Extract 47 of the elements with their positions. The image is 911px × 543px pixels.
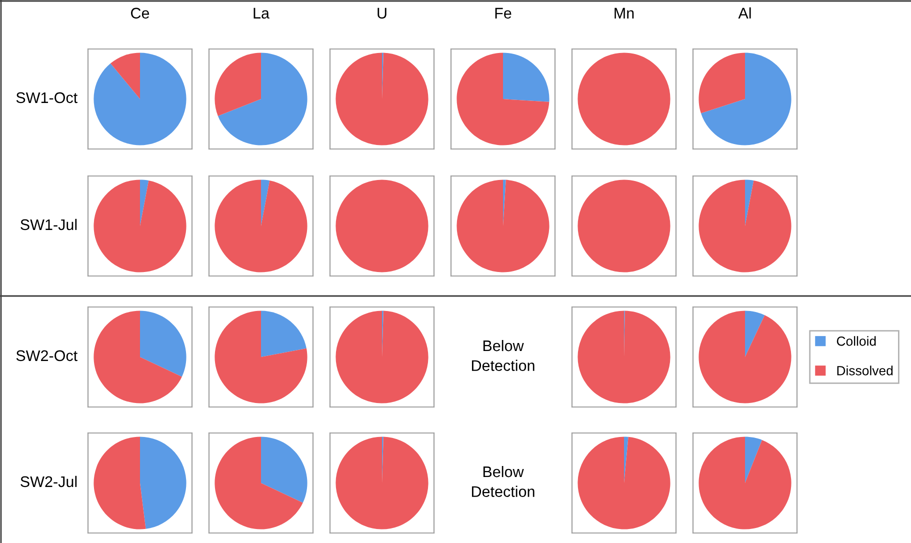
pie-slice [214,310,308,404]
text: SW2-Oct [16,350,78,362]
chart-title: La [254,8,270,19]
text: Below Detection [472,340,534,371]
pie-slice [140,180,149,226]
pie-slice [578,310,670,404]
pie-slice [214,180,308,272]
pie-slice [261,180,270,226]
pie-slice [140,436,186,529]
pie-slice [140,310,186,377]
pie-slice [336,310,428,404]
chart-title: Fe [495,8,512,19]
pie-slice [698,310,792,404]
legend-label: Dissolved [837,366,893,376]
pie-slice [218,52,308,146]
pie-slice [336,436,428,530]
pie-slice [456,180,550,272]
pie-slice [94,52,186,146]
text: SW1-Oct [16,92,78,104]
pie-slice [698,436,792,530]
pie-slice [503,52,550,102]
chart-title: U [378,8,386,19]
pie-slice [624,436,628,483]
pie-slice [94,180,186,272]
pie-slice [698,180,792,272]
pie-slice [456,52,550,146]
pie-slice [336,52,428,146]
pie-slice [94,436,146,530]
pie-slice [261,436,308,503]
pie-slice [110,52,140,99]
chart-title: Ce [131,8,150,19]
pie-slice [578,436,670,530]
pie-slice [745,310,765,357]
pie-slice [745,180,754,226]
chart-title: Al [738,7,751,18]
legend-label: Colloid [836,336,876,346]
pie-slice [214,52,261,116]
pie-slice [745,436,762,483]
text: Below Detection [472,466,534,497]
text: SW1-Jul [20,218,77,230]
pie-slice [700,52,792,146]
pie-slice [261,310,306,357]
pie-slice [94,310,182,404]
pie-slice [214,436,303,530]
text: SW2-Jul [20,476,77,488]
chart-title: Mn [614,8,634,18]
pie-slice [698,52,745,114]
